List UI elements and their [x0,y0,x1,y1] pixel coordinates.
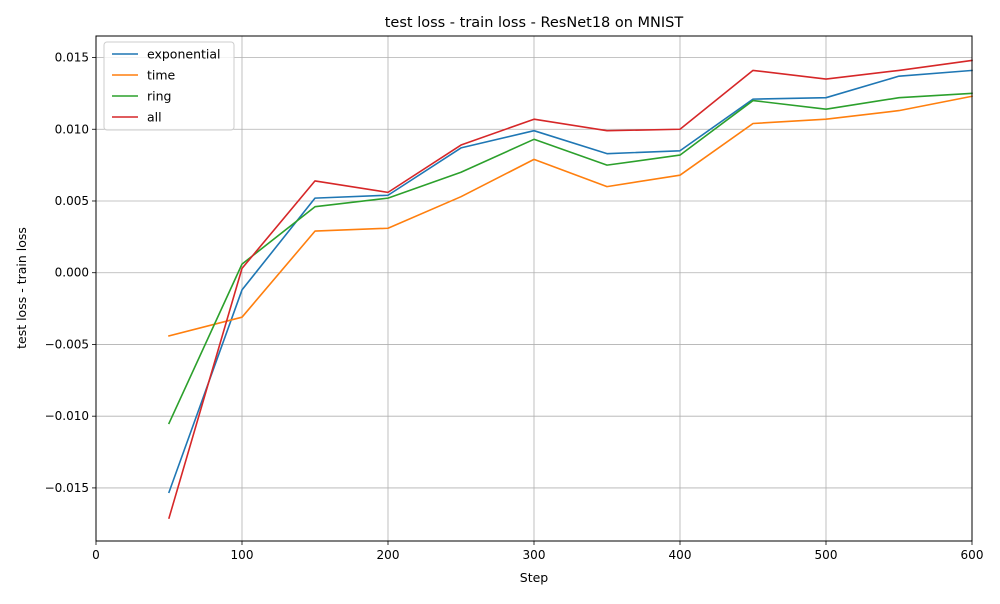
x-tick-label: 100 [231,548,254,562]
chart-title: test loss - train loss - ResNet18 on MNI… [385,15,684,31]
legend-label-exponential: exponential [147,47,221,62]
y-tick-label: −0.015 [45,481,89,495]
x-tick-label: 600 [961,548,984,562]
legend-entries: exponential time ring all [112,47,221,125]
x-tick-label: 500 [815,548,838,562]
y-axis-ticks: −0.015 −0.010 −0.005 0.000 0.005 0.010 0.015 [45,51,96,495]
y-tick-label: −0.005 [45,337,89,351]
series-line-ring [167,92,973,425]
x-axis-ticks: 0 100 200 300 400 500 600 [92,541,983,562]
y-tick-label: 0.005 [55,194,89,208]
series-line-exponential [167,69,973,494]
y-tick-label: −0.010 [45,409,89,423]
x-tick-label: 200 [377,548,400,562]
legend-label-all: all [147,110,162,125]
legend-label-time: time [147,68,176,83]
legend-box [103,41,235,131]
series-lines [167,59,973,520]
x-axis-label: Step [520,570,549,585]
series-line-time [168,95,973,337]
grid [95,36,973,541]
series-line-all [168,59,973,520]
legend-label-ring: ring [147,89,171,104]
x-tick-label: 400 [669,548,692,562]
x-tick-label: 300 [523,548,546,562]
x-tick-label: 0 [92,548,100,562]
y-tick-label: 0.015 [55,51,89,65]
legend: exponential time ring all [103,41,235,131]
y-tick-label: 0.010 [55,122,89,136]
y-tick-label: 0.000 [55,266,89,280]
y-axis-label: test loss - train loss [14,227,29,349]
